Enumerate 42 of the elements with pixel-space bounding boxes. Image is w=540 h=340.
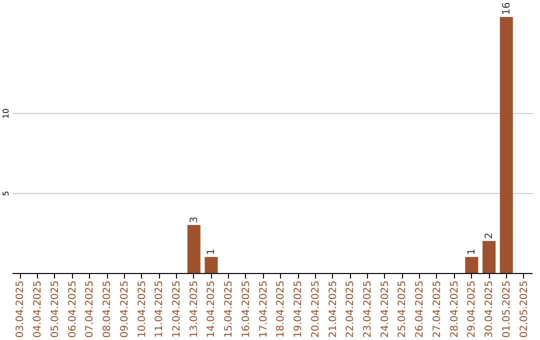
x-tick-label: 29.04.2025 (466, 280, 478, 338)
y-tick-label: 5 (2, 190, 10, 196)
data-label: 3 (188, 216, 200, 223)
x-tick-label: 14.04.2025 (206, 280, 218, 338)
x-tick-label: 28.04.2025 (449, 280, 460, 338)
x-tick-label: 11.04.2025 (154, 280, 166, 338)
x-tick-label: 02.05.2025 (518, 280, 530, 338)
x-tick-label: 20.04.2025 (310, 280, 322, 338)
x-tick-label: 10.04.2025 (136, 280, 148, 338)
x-tick-label: 13.04.2025 (188, 280, 200, 338)
x-tick-label: 21.04.2025 (328, 280, 339, 338)
x-tick-label: 27.04.2025 (432, 280, 443, 338)
y-tick-label: 10 (2, 108, 10, 119)
x-tick-label: 18.04.2025 (276, 280, 287, 338)
data-label: 1 (466, 248, 478, 255)
x-tick-label: 24.04.2025 (380, 280, 391, 338)
x-tick-label: 01.05.2025 (501, 280, 512, 338)
bar (500, 17, 513, 273)
bar (482, 241, 496, 273)
x-tick-label: 30.04.2025 (484, 280, 496, 338)
x-tick-label: 06.04.2025 (67, 280, 78, 338)
x-tick-label: 19.04.2025 (293, 280, 304, 338)
data-label: 1 (206, 248, 218, 255)
x-tick-label: 22.04.2025 (345, 280, 356, 338)
bar (187, 225, 200, 273)
x-tick-label: 05.04.2025 (50, 280, 61, 338)
bar (465, 257, 478, 273)
x-tick-label: 07.04.2025 (84, 280, 96, 338)
x-tick-label: 26.04.2025 (414, 280, 426, 338)
data-label: 2 (484, 232, 496, 239)
x-tick-label: 08.04.2025 (102, 280, 114, 338)
x-tick-label: 03.04.2025 (15, 280, 26, 338)
x-tick-label: 17.04.2025 (258, 280, 270, 338)
x-tick-label: 16.04.2025 (240, 280, 252, 338)
x-tick-label: 23.04.2025 (362, 280, 374, 338)
data-label: 16 (501, 2, 512, 15)
x-tick-label: 09.04.2025 (119, 280, 130, 338)
x-tick-label: 25.04.2025 (397, 280, 408, 338)
x-tick-label: 12.04.2025 (172, 280, 183, 338)
x-tick-label: 04.04.2025 (32, 280, 44, 338)
bar (204, 257, 218, 273)
x-tick-label: 15.04.2025 (224, 280, 235, 338)
